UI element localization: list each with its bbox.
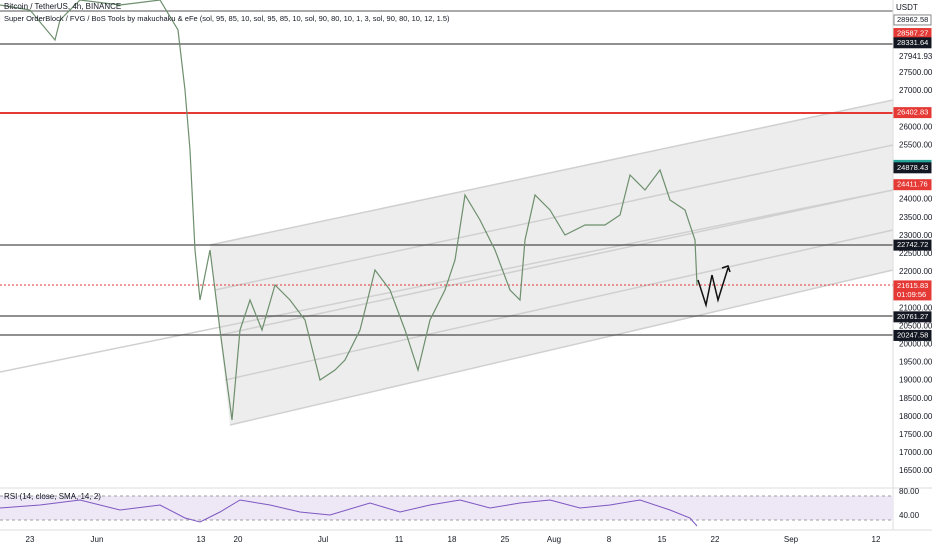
date-label: Sep bbox=[784, 535, 799, 544]
price-line bbox=[0, 0, 698, 421]
date-label: 25 bbox=[501, 535, 510, 544]
date-label: 18 bbox=[448, 535, 457, 544]
price-label: 27500.00 bbox=[899, 68, 932, 77]
date-label: 15 bbox=[658, 535, 667, 544]
price-label: 27941.93 bbox=[899, 52, 932, 61]
date-label: Jun bbox=[91, 535, 104, 544]
date-label: 22 bbox=[711, 535, 720, 544]
date-label: Jul bbox=[318, 535, 328, 544]
horizontal-levels bbox=[0, 10, 893, 336]
price-label: 21000.00 bbox=[899, 303, 932, 312]
price-tag-box bbox=[893, 311, 932, 323]
date-label: 20 bbox=[234, 535, 243, 544]
price-tag-box bbox=[893, 239, 932, 251]
price-label: 16500.00 bbox=[899, 466, 932, 475]
date-label: 23 bbox=[26, 535, 35, 544]
price-tag: 20247.58 bbox=[897, 330, 928, 339]
drawn-projection bbox=[697, 265, 731, 308]
price-tag: 20761.27 bbox=[897, 312, 928, 321]
countdown: 01:09:56 bbox=[897, 290, 926, 299]
price-label: 23000.00 bbox=[899, 231, 932, 240]
price-label: 17000.00 bbox=[899, 448, 932, 457]
symbol-title: Bitcoin / TetherUS, 4h, BINANCE bbox=[4, 2, 121, 11]
price-tag: 28962.58 bbox=[897, 15, 928, 24]
price-label: 24000.00 bbox=[899, 195, 932, 204]
price-label: 20500.00 bbox=[899, 321, 932, 330]
price-label: 23500.00 bbox=[899, 213, 932, 222]
price-label: 26000.00 bbox=[899, 122, 932, 131]
price-label: 17500.00 bbox=[899, 430, 932, 439]
price-label: 27000.00 bbox=[899, 86, 932, 95]
price-label: 19500.00 bbox=[899, 358, 932, 367]
price-tag-box bbox=[893, 329, 932, 341]
price-tag-box bbox=[893, 37, 932, 49]
price-tag-box bbox=[893, 107, 932, 119]
price-label: 18500.00 bbox=[899, 394, 932, 403]
date-labels: 23 Jun 13 20 Jul 11 18 25 Aug 8 15 22 Sep 12 bbox=[26, 535, 881, 544]
price-label: 19000.00 bbox=[899, 376, 932, 385]
price-labels: 27941.93 27500.00 27000.00 26000.00 25500.00… bbox=[899, 52, 932, 475]
rsi-axis-label: 80.00 bbox=[899, 487, 920, 496]
price-tag-box bbox=[893, 280, 932, 301]
indicator-title: Super OrderBlock / FVG / BoS Tools by ma… bbox=[4, 14, 450, 23]
price-tags: 28962.5828587.2728331.6426402.8324945.13… bbox=[893, 14, 932, 341]
price-label: 25500.00 bbox=[899, 140, 932, 149]
price-tag: 22742.72 bbox=[897, 240, 928, 249]
currency-label: USDT bbox=[896, 3, 918, 12]
price-label: 18000.00 bbox=[899, 412, 932, 421]
price-tag-box bbox=[893, 179, 932, 191]
price-tag-box bbox=[893, 162, 932, 174]
date-label: 8 bbox=[607, 535, 612, 544]
date-label: Aug bbox=[547, 535, 561, 544]
rsi-band bbox=[0, 496, 893, 520]
price-tag: 24878.43 bbox=[897, 163, 928, 172]
date-label: 12 bbox=[872, 535, 881, 544]
date-label: 11 bbox=[395, 535, 404, 544]
price-tag: 28587.27 bbox=[897, 29, 928, 38]
price-tag: 26402.83 bbox=[897, 108, 928, 117]
price-label: 22500.00 bbox=[899, 249, 932, 258]
rsi-axis-label: 40.00 bbox=[899, 511, 920, 520]
price-label: 22000.00 bbox=[899, 267, 932, 276]
price-tag: 21615.83 bbox=[897, 281, 928, 290]
price-tag-box bbox=[893, 14, 932, 26]
date-label: 13 bbox=[197, 535, 206, 544]
rsi-title: RSI (14, close, SMA, 14, 2) bbox=[4, 492, 101, 501]
price-tag: 28331.64 bbox=[897, 38, 928, 47]
price-tag: 24411.76 bbox=[897, 180, 928, 189]
rsi-line bbox=[0, 499, 698, 527]
price-label: 20000.00 bbox=[899, 340, 932, 349]
